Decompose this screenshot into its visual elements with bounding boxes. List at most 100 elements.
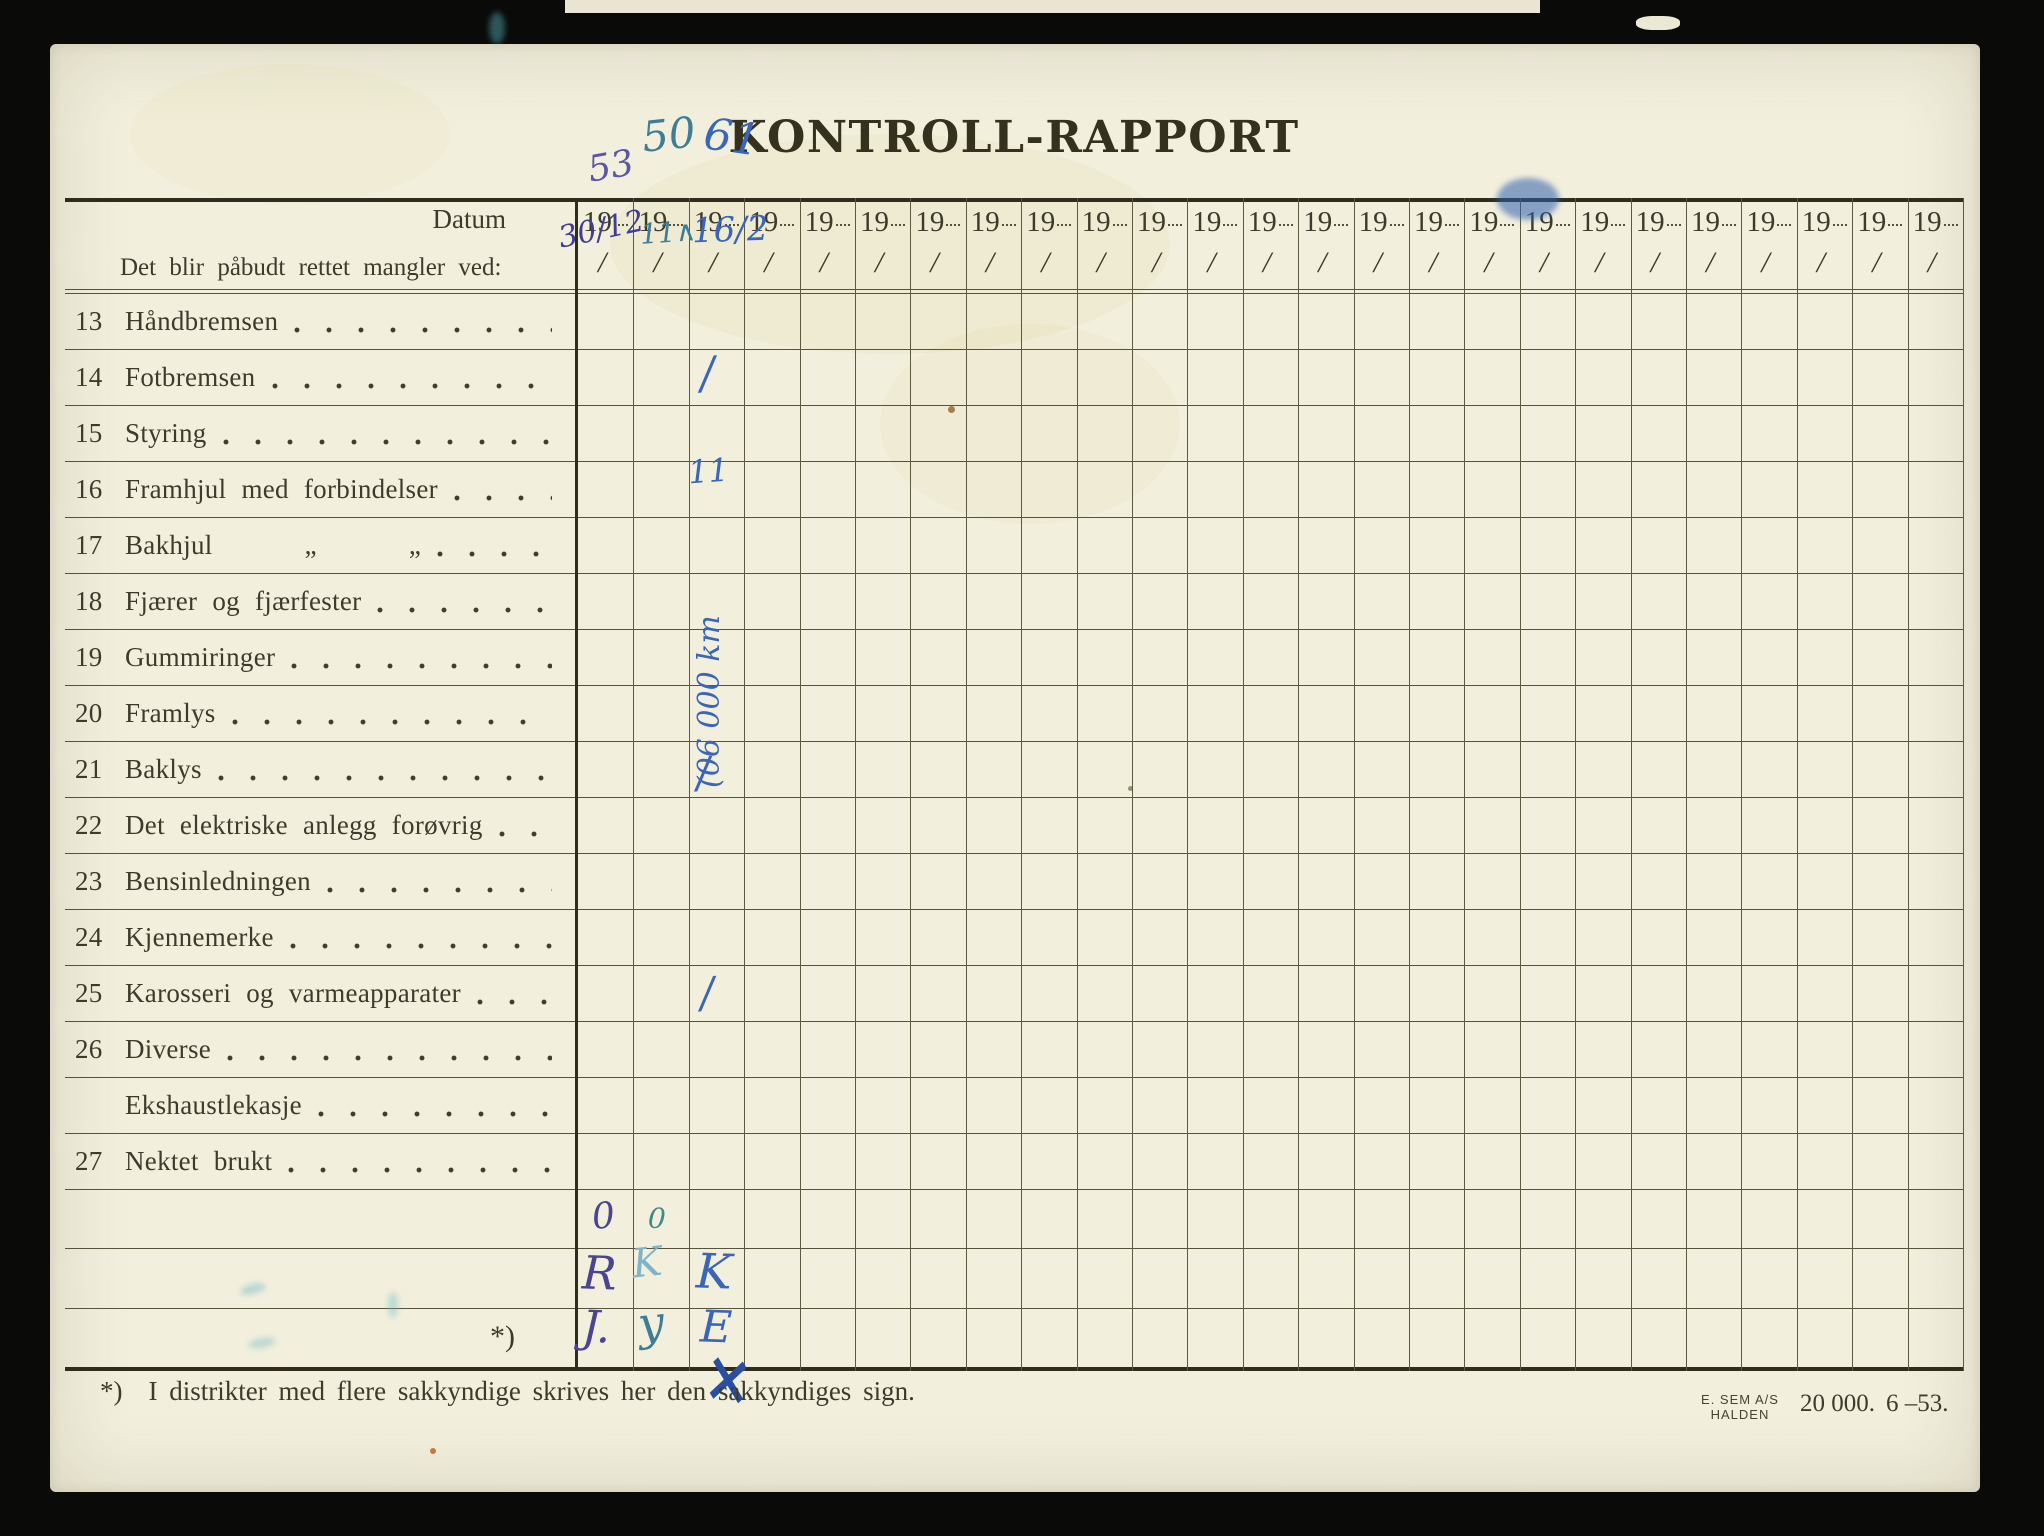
grid-line <box>1242 198 1244 1371</box>
row-number: 18 <box>75 585 103 616</box>
grid-line <box>65 1021 1963 1022</box>
grid-line <box>65 293 1963 294</box>
grid-line <box>965 198 967 1371</box>
grid-line <box>1741 198 1743 1371</box>
row-number: 21 <box>75 753 103 784</box>
grid-line <box>65 289 1963 290</box>
year-dotted-line <box>1223 224 1238 226</box>
year-cell: 19 <box>1303 206 1349 239</box>
row-label: Styring <box>125 417 207 448</box>
handwritten-signature: J. <box>581 1301 612 1354</box>
table-row: 13 Håndbremsen <box>65 293 578 349</box>
dot-leader <box>377 607 552 613</box>
printed-slash: / <box>1650 246 1659 279</box>
row-label: Håndbremsen <box>125 305 279 336</box>
year-cell: 19 <box>1082 206 1127 239</box>
year-cell: 19 <box>971 206 1016 239</box>
dot-leader <box>453 495 552 501</box>
year-cell: 19 <box>1137 206 1182 239</box>
printed-slash: / <box>1484 246 1493 279</box>
datum-label: Datum <box>432 204 507 234</box>
row-number: 25 <box>75 977 103 1008</box>
grid-line <box>65 1367 1963 1371</box>
grid-line <box>1575 198 1577 1371</box>
dot-leader <box>288 1167 552 1173</box>
grid-line <box>744 198 746 1371</box>
printed-slash: / <box>1761 246 1770 279</box>
table-row: 22 Det elektriske anlegg forøvrig <box>65 797 578 853</box>
year-cell: 19 <box>1026 206 1072 239</box>
printed-slash: / <box>1152 246 1161 279</box>
printed-slash: / <box>653 246 662 279</box>
header-instruction: Det blir påbudt rettet mangler ved: <box>120 254 502 281</box>
grid-line <box>688 198 690 1371</box>
table-row: 15 Styring <box>65 405 578 461</box>
row-label: Bakhjul <box>125 529 213 560</box>
row-number: 19 <box>75 641 103 672</box>
printed-slash: / <box>764 246 773 279</box>
printed-slash: / <box>1262 246 1272 279</box>
year-cell: 19 <box>1857 206 1903 239</box>
handwritten-signature: y <box>635 1294 667 1352</box>
handwritten-signature: K <box>695 1243 733 1301</box>
year-cell: 19 <box>860 206 905 239</box>
label-column-border <box>575 198 578 1371</box>
table-row: 14 Fotbremsen <box>65 349 578 405</box>
grid-line <box>65 461 1963 462</box>
grid-line <box>1519 198 1521 1371</box>
grid-line <box>1686 198 1687 1371</box>
handwritten-date: 11∧ <box>638 214 698 251</box>
ink-smear <box>489 12 505 44</box>
grid-line <box>65 517 1963 518</box>
scan-edge-speck <box>1636 16 1680 30</box>
paper-stain <box>880 324 1180 524</box>
year-dotted-line <box>1666 224 1681 226</box>
row-number: 26 <box>75 1033 103 1064</box>
year-dotted-line <box>1168 224 1182 226</box>
grid-line <box>65 1077 1963 1078</box>
handwritten-year: 61 <box>700 108 764 167</box>
year-dotted-line <box>1722 224 1736 226</box>
year-cell: 19 <box>1525 206 1570 239</box>
handwritten-signature: R <box>581 1245 618 1301</box>
row-label: Nektet brukt <box>125 1145 273 1176</box>
row-number: 16 <box>75 473 103 504</box>
dot-leader <box>271 383 552 389</box>
dot-leader <box>317 1111 552 1117</box>
year-dotted-line <box>1500 224 1515 226</box>
grid-line <box>65 405 1963 406</box>
printed-slash: / <box>1373 246 1382 279</box>
row-label: Det elektriske anlegg forøvrig <box>125 809 483 840</box>
year-dotted-line <box>1057 224 1072 226</box>
year-cell: 19 <box>1802 206 1847 239</box>
row-number: 15 <box>75 417 103 448</box>
year-cell: 19 <box>1580 206 1626 239</box>
year-dotted-line <box>946 224 961 226</box>
table-row: Ekshaustlekasje <box>65 1077 578 1133</box>
printed-slash: / <box>1429 246 1438 279</box>
row-number: 22 <box>75 809 103 840</box>
grid-line <box>65 349 1963 350</box>
printer-date-code: 6 –53. <box>1886 1390 1949 1417</box>
grid-line <box>65 1307 1963 1309</box>
asterisk-cell: *) <box>490 1319 515 1353</box>
grid-line <box>65 1133 1963 1134</box>
year-dotted-line <box>1888 224 1903 226</box>
table-row: 24 Kjennemerke <box>65 909 578 965</box>
printed-slash: / <box>930 246 939 279</box>
grid-line <box>1298 198 1300 1371</box>
grid-line <box>65 797 1963 798</box>
year-cell: 19 <box>1913 206 1958 239</box>
grid-line <box>65 573 1963 574</box>
row-label: Bensinledningen <box>125 865 311 896</box>
year-dotted-line <box>669 224 684 226</box>
year-dotted-line <box>1445 224 1459 226</box>
printed-slash: / <box>1318 246 1327 279</box>
table-row: 20 Framlys <box>65 685 578 741</box>
printed-slash: / <box>875 246 884 279</box>
handwritten-vertical-note: (06 000 km <box>692 615 727 788</box>
footnote-marker: *) <box>100 1376 123 1406</box>
year-dotted-line <box>1112 224 1127 226</box>
printer-quantity: 20 000. <box>1800 1390 1875 1417</box>
row-label: Baklys <box>125 753 202 784</box>
